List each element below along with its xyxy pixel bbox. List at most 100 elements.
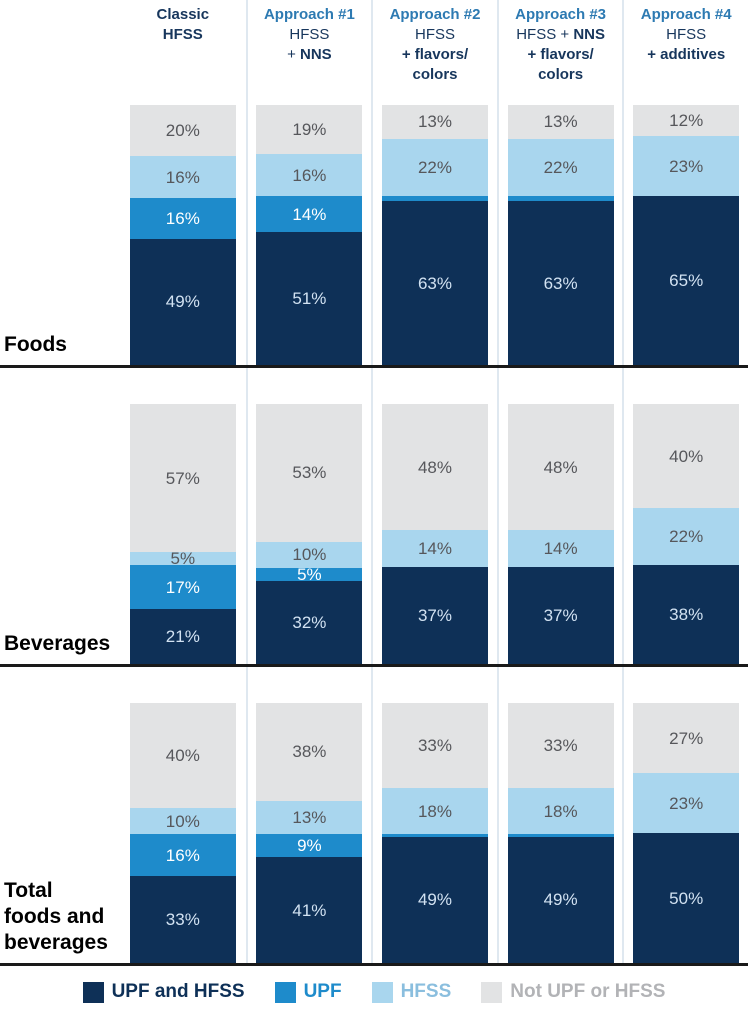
segment-value-label: 49% — [417, 890, 452, 910]
segment-value-label: 63% — [543, 273, 578, 293]
column-header-text: colors — [538, 66, 584, 83]
bar-segment: 65% — [633, 196, 740, 365]
column-header-text: Approach #1 — [263, 6, 355, 23]
bar-segment: 18% — [507, 787, 614, 835]
segment-value-label: 41% — [292, 900, 327, 920]
stacked-bar: 13% 22% 63% — [381, 105, 488, 365]
column-header-line: HFSS — [248, 25, 372, 45]
segment-value-label: 63% — [417, 273, 452, 293]
bar-column: 57% 5% 17% 21% — [120, 368, 246, 664]
bar-segment — [381, 834, 488, 837]
row-label-line: foods and — [4, 905, 105, 928]
segment-value-label: 33% — [417, 735, 452, 755]
segment-value-label: 16% — [292, 165, 327, 185]
bar-column: 19% 16% 14% 51% — [245, 100, 372, 365]
segment-value-label: 53% — [292, 463, 327, 483]
bar-segment: 49% — [507, 836, 614, 964]
bar-segment: 18% — [381, 787, 488, 835]
column-header-line: Classic — [120, 5, 246, 25]
bar-segment: 16% — [256, 154, 363, 196]
segment-value-label: 40% — [669, 446, 704, 466]
bar-segment: 14% — [507, 530, 614, 567]
segment-value-label: 57% — [165, 468, 200, 488]
bar-segment: 21% — [129, 609, 236, 664]
row-label-line: Foods — [4, 333, 67, 356]
stacked-bar: 19% 16% 14% 51% — [256, 105, 363, 365]
segment-value-label: 22% — [669, 527, 704, 547]
bar-column: 12% 23% 65% — [622, 100, 748, 365]
stacked-bar: 48% 14% 37% — [381, 404, 488, 664]
bar-segment: 33% — [129, 876, 236, 963]
stacked-bar: 13% 22% 63% — [507, 105, 614, 365]
column-header-text: + — [287, 46, 301, 63]
segment-value-label: 49% — [543, 890, 578, 910]
bar-segment: 19% — [256, 105, 363, 155]
bar-segment — [507, 834, 614, 837]
bar-segment: 49% — [129, 238, 236, 365]
segment-value-label: 13% — [543, 112, 578, 132]
bar-segment: 37% — [507, 566, 614, 664]
segment-value-label: 38% — [669, 605, 704, 625]
bar-segment: 14% — [381, 530, 488, 567]
bar-column: 38% 13% 9% 41% — [245, 667, 372, 964]
stacked-bar: 40% 22% 38% — [633, 404, 740, 664]
bar-segment: 40% — [633, 404, 740, 508]
stacked-bar: 38% 13% 9% 41% — [256, 703, 363, 964]
segment-value-label: 23% — [669, 156, 704, 176]
bar-column: 13% 22% 63% — [371, 100, 497, 365]
bar-segment: 10% — [129, 808, 236, 835]
segment-value-label: 40% — [165, 746, 200, 766]
column-header-line: colors — [373, 65, 497, 85]
stacked-bar: 40% 10% 16% 33% — [129, 703, 236, 963]
segment-value-label: 14% — [417, 538, 452, 558]
bar-column: 33% 18% 49% — [371, 667, 497, 964]
column-header-text: HFSS — [162, 26, 203, 43]
row-label: Beverages — [0, 368, 120, 664]
segment-value-label: 18% — [543, 801, 578, 821]
row-label-line: Beverages — [4, 632, 111, 655]
column-header-line: + NNS — [248, 45, 372, 65]
segment-value-label: 65% — [669, 271, 704, 290]
stacked-bar: 53% 10% 5% 32% — [256, 404, 363, 664]
segment-value-label: 10% — [165, 811, 200, 831]
segment-value-label: 32% — [292, 612, 327, 632]
column-header-line: + flavors/ — [499, 45, 623, 65]
chart-row: Foods 20% 16% 16% 49% 19% 16% 14% 51% 13% 22% 63% 13… — [0, 100, 748, 368]
stacked-bar: 33% 18% 49% — [381, 703, 488, 964]
segment-value-label: 17% — [165, 577, 200, 597]
column-header-text: + flavors/ — [401, 46, 469, 63]
bar-segment: 9% — [256, 834, 363, 858]
bar-segment: 38% — [633, 565, 740, 664]
column-header-line: + flavors/ — [373, 45, 497, 65]
segment-value-label: 37% — [543, 605, 578, 625]
bar-segment: 63% — [381, 201, 488, 365]
column-headers: Classic HFSS Approach #1 HFSS + NNS Approach … — [0, 0, 748, 100]
segment-value-label: 22% — [417, 157, 452, 177]
bar-segment: 5% — [256, 566, 363, 583]
legend-item: Not UPF or HFSS — [481, 981, 665, 1003]
segment-value-label: 16% — [165, 845, 200, 865]
bar-segment: 37% — [381, 566, 488, 664]
header-gutter — [0, 0, 120, 100]
column-header-line: Approach #3 — [499, 5, 623, 25]
legend-swatch — [481, 981, 503, 1003]
column-header-text: NNS — [573, 26, 605, 43]
column-header: Approach #3 HFSS + NNS + flavors/colors — [496, 0, 623, 100]
segment-value-label: 5% — [170, 549, 196, 569]
segment-value-label: 33% — [165, 910, 200, 930]
segment-value-label: 16% — [165, 167, 200, 187]
bar-segment: 51% — [256, 232, 363, 365]
bar-column: 48% 14% 37% — [371, 368, 497, 664]
column-header-text: Approach #4 — [640, 6, 732, 23]
segment-value-label: 50% — [669, 888, 704, 908]
column-header-line: HFSS — [624, 25, 748, 45]
bar-segment — [507, 196, 614, 202]
bar-column: 48% 14% 37% — [496, 368, 623, 664]
bar-segment: 57% — [129, 404, 236, 553]
bar-segment: 16% — [129, 197, 236, 239]
bar-segment: 13% — [381, 105, 488, 139]
legend-item: UPF and HFSS — [82, 981, 245, 1003]
legend-label: Not UPF or HFSS — [510, 981, 666, 1002]
bar-segment: 50% — [633, 833, 740, 963]
